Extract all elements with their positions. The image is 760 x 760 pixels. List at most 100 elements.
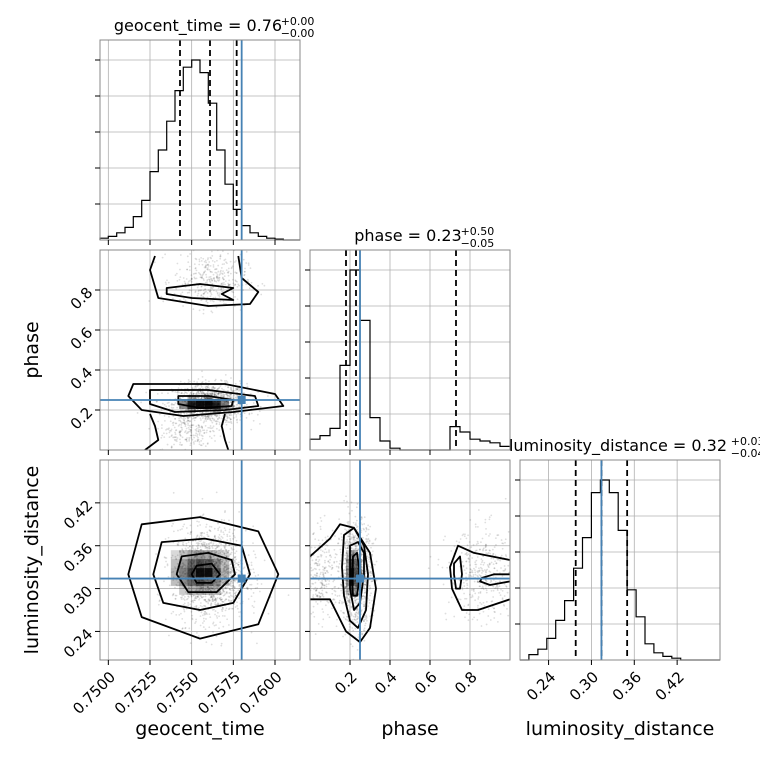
sample-point bbox=[217, 538, 220, 541]
sample-point bbox=[212, 555, 215, 558]
sample-point bbox=[329, 558, 331, 561]
sample-point bbox=[229, 283, 232, 286]
sample-point bbox=[216, 291, 219, 294]
sample-point bbox=[213, 394, 215, 397]
sample-point bbox=[208, 276, 211, 279]
sample-point bbox=[179, 528, 182, 531]
sample-point bbox=[368, 584, 371, 587]
sample-point bbox=[307, 581, 309, 583]
sample-point bbox=[228, 583, 231, 585]
sample-point bbox=[353, 538, 356, 541]
sample-point bbox=[227, 390, 230, 392]
sample-point bbox=[186, 268, 188, 271]
sample-point bbox=[195, 387, 197, 389]
sample-point bbox=[214, 271, 217, 274]
sample-point bbox=[329, 554, 332, 557]
sample-point bbox=[479, 548, 481, 551]
sample-point bbox=[235, 415, 238, 418]
sample-point bbox=[340, 610, 342, 612]
sample-point bbox=[214, 598, 217, 601]
sample-point bbox=[173, 566, 176, 568]
sample-point bbox=[184, 400, 186, 403]
sample-point bbox=[197, 635, 200, 637]
sample-point bbox=[310, 546, 313, 549]
sample-point bbox=[228, 414, 231, 416]
sample-point bbox=[228, 414, 231, 417]
sample-point bbox=[207, 586, 210, 588]
sample-point bbox=[238, 597, 240, 600]
sample-point bbox=[370, 592, 372, 595]
sample-point bbox=[507, 571, 510, 574]
sample-point bbox=[245, 587, 248, 589]
sample-point bbox=[233, 585, 236, 588]
sample-point bbox=[178, 613, 181, 616]
sample-point bbox=[234, 283, 237, 286]
sample-point bbox=[184, 621, 186, 624]
sample-point bbox=[363, 629, 366, 632]
sample-point bbox=[208, 280, 211, 283]
sample-point bbox=[342, 616, 345, 619]
sample-point bbox=[225, 403, 228, 405]
sample-point bbox=[327, 571, 329, 574]
sample-point bbox=[190, 280, 193, 283]
sample-point bbox=[360, 552, 363, 555]
sample-point bbox=[235, 272, 238, 274]
sample-point bbox=[202, 545, 204, 548]
sample-point bbox=[222, 300, 225, 302]
sample-point bbox=[168, 415, 170, 418]
sample-point bbox=[183, 608, 186, 611]
sample-point bbox=[487, 608, 490, 611]
sample-point bbox=[368, 588, 371, 590]
sample-point bbox=[356, 537, 359, 540]
sample-point bbox=[362, 605, 365, 608]
sample-point bbox=[346, 547, 349, 550]
sample-point bbox=[445, 618, 448, 621]
sample-point bbox=[202, 392, 205, 395]
sample-point bbox=[332, 598, 335, 600]
sample-point bbox=[230, 393, 233, 396]
sample-point bbox=[185, 440, 188, 443]
sample-point bbox=[183, 523, 186, 526]
sample-point bbox=[186, 417, 189, 420]
sample-point bbox=[226, 415, 229, 418]
sample-point bbox=[215, 415, 218, 418]
sample-point bbox=[363, 601, 365, 603]
sample-point bbox=[217, 559, 220, 561]
sample-point bbox=[249, 393, 252, 395]
panel-content bbox=[100, 460, 300, 660]
sample-point bbox=[317, 560, 320, 563]
sample-point bbox=[345, 559, 347, 561]
sample-point bbox=[323, 569, 326, 572]
sample-point bbox=[225, 575, 227, 577]
sample-point bbox=[211, 600, 214, 602]
sample-point bbox=[223, 581, 226, 583]
sample-point bbox=[237, 569, 240, 572]
sample-point bbox=[185, 412, 188, 415]
sample-point bbox=[212, 289, 215, 292]
sample-point bbox=[195, 416, 197, 419]
contour-line bbox=[127, 516, 280, 640]
sample-point bbox=[370, 580, 373, 583]
sample-point bbox=[324, 579, 327, 582]
sample-point bbox=[347, 568, 349, 571]
sample-point bbox=[219, 272, 222, 275]
sample-point bbox=[216, 566, 219, 569]
sample-point bbox=[181, 548, 184, 550]
sample-point bbox=[231, 532, 234, 535]
sample-point bbox=[203, 536, 205, 539]
sample-point bbox=[157, 420, 160, 423]
sample-point bbox=[210, 250, 213, 253]
sample-point bbox=[210, 596, 212, 598]
sample-point bbox=[190, 397, 192, 399]
sample-point bbox=[238, 387, 241, 390]
sample-point bbox=[357, 613, 360, 615]
sample-point bbox=[227, 401, 230, 404]
sample-point bbox=[345, 495, 347, 498]
sample-point bbox=[172, 415, 175, 418]
sample-point bbox=[370, 546, 372, 549]
sample-point bbox=[232, 607, 234, 610]
sample-point bbox=[214, 268, 217, 271]
sample-point bbox=[330, 556, 333, 558]
sample-point bbox=[357, 636, 360, 639]
sample-point bbox=[201, 273, 204, 276]
